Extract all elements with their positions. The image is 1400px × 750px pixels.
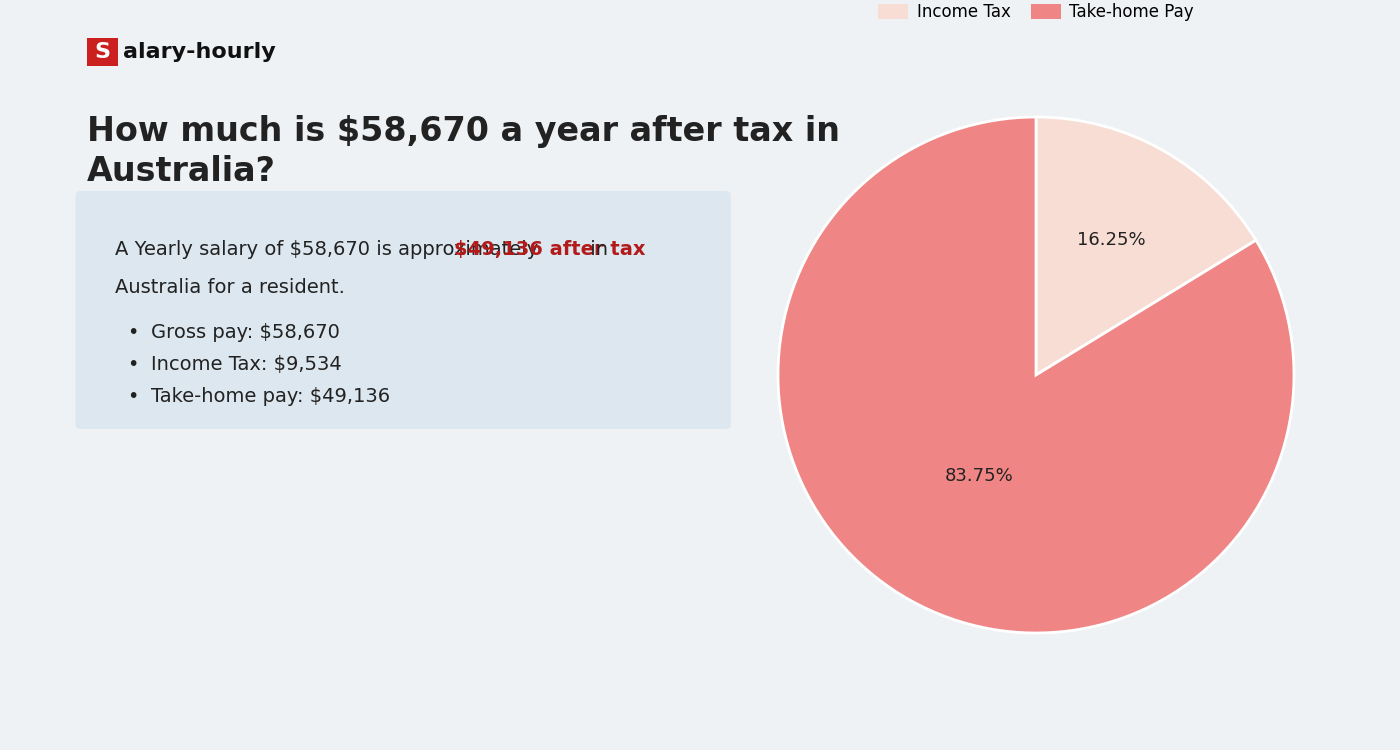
Wedge shape — [778, 117, 1294, 633]
Text: Australia for a resident.: Australia for a resident. — [115, 278, 344, 297]
Text: $49,136 after tax: $49,136 after tax — [454, 240, 645, 259]
Text: 83.75%: 83.75% — [945, 467, 1014, 485]
Text: •: • — [127, 323, 139, 342]
Wedge shape — [1036, 117, 1256, 375]
Text: Australia?: Australia? — [87, 155, 276, 188]
Text: Gross pay: $58,670: Gross pay: $58,670 — [151, 323, 340, 342]
Text: Income Tax: $9,534: Income Tax: $9,534 — [151, 355, 342, 374]
Text: 16.25%: 16.25% — [1078, 231, 1147, 249]
Text: •: • — [127, 387, 139, 406]
FancyBboxPatch shape — [76, 191, 731, 429]
Text: in: in — [585, 240, 609, 259]
Text: •: • — [127, 355, 139, 374]
FancyBboxPatch shape — [87, 38, 118, 66]
Legend: Income Tax, Take-home Pay: Income Tax, Take-home Pay — [872, 0, 1200, 28]
Text: alary-hourly: alary-hourly — [123, 42, 276, 62]
Text: S: S — [94, 42, 111, 62]
Text: A Yearly salary of $58,670 is approximately: A Yearly salary of $58,670 is approximat… — [115, 240, 545, 259]
Text: Take-home pay: $49,136: Take-home pay: $49,136 — [151, 387, 391, 406]
Text: How much is $58,670 a year after tax in: How much is $58,670 a year after tax in — [87, 115, 840, 148]
